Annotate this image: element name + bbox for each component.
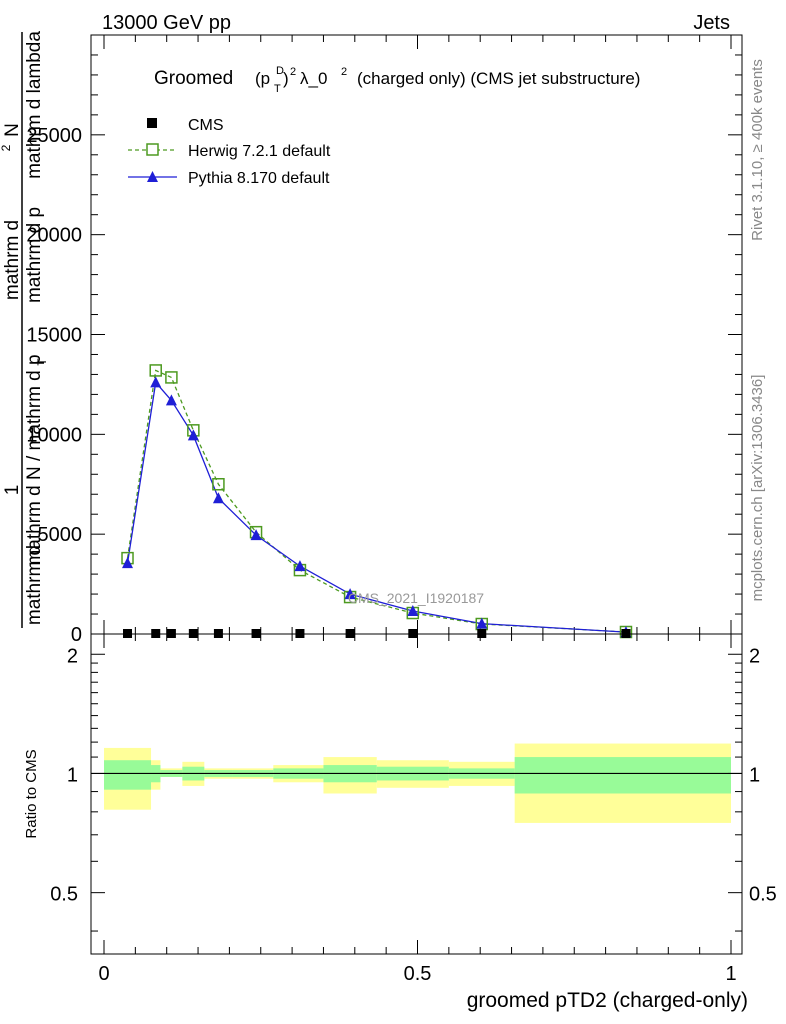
pythia-point (250, 529, 262, 541)
ratio-plot-frame (90, 633, 743, 955)
herwig-point (165, 371, 178, 384)
herwig-point (149, 364, 162, 377)
legend: CMS Herwig 7.2.1 default Pythia 8.170 de… (128, 117, 331, 187)
ratio-bands-layer (104, 743, 731, 823)
ylabel-numerator: 1 (2, 485, 23, 496)
main-y-axis-label: mathrm d 2 N mathrm d p mathrm d lambda … (0, 31, 49, 628)
pythia-point (165, 394, 177, 406)
herwig-point (212, 478, 225, 491)
ratio-ytick-label-right: 0.5 (749, 884, 777, 906)
ratio-ytick-label: 0.5 (50, 884, 78, 906)
pythia-point (476, 617, 488, 629)
plot-title-exp2: 2 (341, 66, 347, 78)
plot-title-exp1: 2 (290, 66, 296, 78)
main-ytick-label: 20000 (26, 225, 82, 247)
ratio-ytick-label: 2 (67, 645, 78, 667)
plot-title-sub-t: T (274, 83, 281, 95)
ratio-inner-band (104, 760, 152, 790)
pythia-point (187, 429, 199, 441)
pythia-point (122, 557, 134, 569)
legend-herwig-marker (146, 143, 159, 156)
ratio-xtick-label: 0.5 (404, 963, 432, 985)
legend-herwig-label: Herwig 7.2.1 default (188, 143, 331, 160)
ylabel-sub-t: T (35, 358, 49, 366)
header-left: 13000 GeV pp (102, 12, 231, 34)
main-ytick-label: 10000 (26, 424, 82, 446)
ylabel-alt2: mathrm d (24, 545, 45, 625)
header-right: Jets (693, 12, 730, 34)
plot-title-prefix: Groomed (154, 68, 233, 89)
ylabel-n: N (2, 123, 23, 137)
pythia-point (150, 376, 162, 388)
ratio-y-tick-labels: 0.5 0.5 1 1 2 2 (50, 645, 777, 905)
mcplots-label: mcplots.cern.ch [arXiv:1306.3436] (749, 375, 766, 602)
legend-pythia-marker (147, 171, 158, 182)
pythia-point (212, 492, 224, 504)
ratio-axis-ticks (91, 634, 742, 954)
main-ytick-label: 25000 (26, 125, 82, 147)
ratio-xtick-label: 0 (98, 963, 109, 985)
pythia-point (294, 560, 306, 572)
plot-title-rest: (charged only) (CMS jet substructure) (357, 69, 640, 88)
ratio-x-tick-labels: 0 0.5 1 (98, 963, 736, 985)
ratio-ytick-label-right: 1 (749, 764, 760, 786)
ratio-inner-band (514, 757, 731, 794)
ylabel-line2: mathrm d p (24, 207, 45, 303)
ylabel-sup2: 2 (0, 144, 13, 151)
main-y-tick-labels: 0 5000 10000 15000 20000 25000 (26, 125, 82, 646)
legend-pythia-label: Pythia 8.170 default (188, 170, 330, 187)
main-ytick-label: 15000 (26, 325, 82, 347)
rivet-label: Rivet 3.1.10, ≥ 400k events (749, 59, 766, 241)
ratio-xtick-label: 1 (725, 963, 736, 985)
ratio-ytick-label-right: 2 (749, 645, 760, 667)
analysis-watermark: CMS_2021_I1920187 (348, 590, 484, 606)
main-ytick-label: 5000 (38, 524, 83, 546)
ylabel-line1: mathrm d (2, 220, 23, 300)
plot-title-lambda: λ_0 (300, 69, 327, 88)
plot-title-close: ) (283, 69, 289, 88)
ratio-ytick-label: 1 (67, 764, 78, 786)
main-ytick-label: 0 (71, 624, 82, 646)
pythia-point (344, 588, 356, 600)
main-axis-ticks (91, 35, 742, 635)
ylabel-alt: mathrm d lambda (24, 31, 45, 179)
plot-title-sup-d: D (276, 65, 284, 77)
legend-cms-marker (147, 118, 157, 128)
legend-cms-label: CMS (188, 117, 224, 134)
ylabel-line3: mathrm d N / mathrm d p (24, 354, 45, 565)
ratio-y-axis-label: Ratio to CMS (23, 749, 40, 838)
x-axis-label: groomed pTD2 (charged-only) (467, 989, 748, 1012)
plot-title-p: (p (255, 69, 270, 88)
pythia-point (407, 605, 419, 617)
